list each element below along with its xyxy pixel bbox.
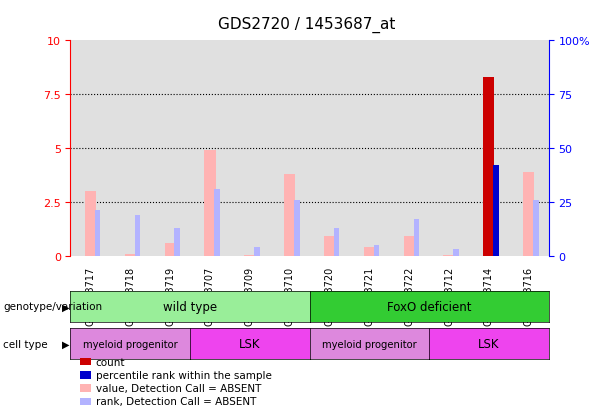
Text: myeloid progenitor: myeloid progenitor: [83, 339, 178, 349]
Bar: [483, 78, 495, 256]
Text: cell type: cell type: [3, 339, 48, 349]
Bar: [310, 41, 349, 256]
Text: myeloid progenitor: myeloid progenitor: [322, 339, 417, 349]
Text: rank, Detection Call = ABSENT: rank, Detection Call = ABSENT: [96, 396, 256, 406]
Bar: [230, 41, 270, 256]
Text: genotype/variation: genotype/variation: [3, 301, 102, 312]
Bar: [403, 237, 415, 256]
Bar: [204, 151, 216, 256]
Text: LSK: LSK: [478, 337, 500, 350]
Bar: [493, 166, 499, 256]
Bar: [533, 200, 539, 256]
Bar: [493, 166, 499, 256]
Text: value, Detection Call = ABSENT: value, Detection Call = ABSENT: [96, 383, 261, 393]
Bar: [509, 41, 549, 256]
Text: wild type: wild type: [163, 300, 217, 313]
Text: FoxO deficient: FoxO deficient: [387, 300, 471, 313]
Bar: [124, 254, 136, 256]
Bar: [389, 41, 429, 256]
Bar: [374, 245, 379, 256]
Bar: [324, 237, 335, 256]
Bar: [190, 41, 230, 256]
Bar: [95, 211, 101, 256]
Bar: [175, 228, 180, 256]
Bar: [85, 192, 96, 256]
Bar: [364, 247, 375, 256]
Bar: [483, 78, 495, 256]
Bar: [215, 190, 220, 256]
Text: ▶: ▶: [63, 301, 70, 312]
Bar: [414, 220, 419, 256]
Text: LSK: LSK: [239, 337, 261, 350]
Bar: [294, 200, 300, 256]
Bar: [135, 215, 140, 256]
Bar: [429, 41, 469, 256]
Text: ▶: ▶: [63, 339, 70, 349]
Text: percentile rank within the sample: percentile rank within the sample: [96, 370, 272, 380]
Bar: [334, 228, 340, 256]
Text: count: count: [96, 357, 125, 367]
Bar: [150, 41, 190, 256]
Bar: [469, 41, 509, 256]
Bar: [523, 172, 535, 256]
Bar: [164, 243, 176, 256]
Bar: [349, 41, 389, 256]
Bar: [270, 41, 310, 256]
Bar: [110, 41, 150, 256]
Bar: [244, 255, 256, 256]
Bar: [284, 174, 295, 256]
Bar: [454, 249, 459, 256]
Bar: [443, 255, 455, 256]
Bar: [70, 41, 110, 256]
Text: GDS2720 / 1453687_at: GDS2720 / 1453687_at: [218, 17, 395, 33]
Bar: [254, 247, 260, 256]
